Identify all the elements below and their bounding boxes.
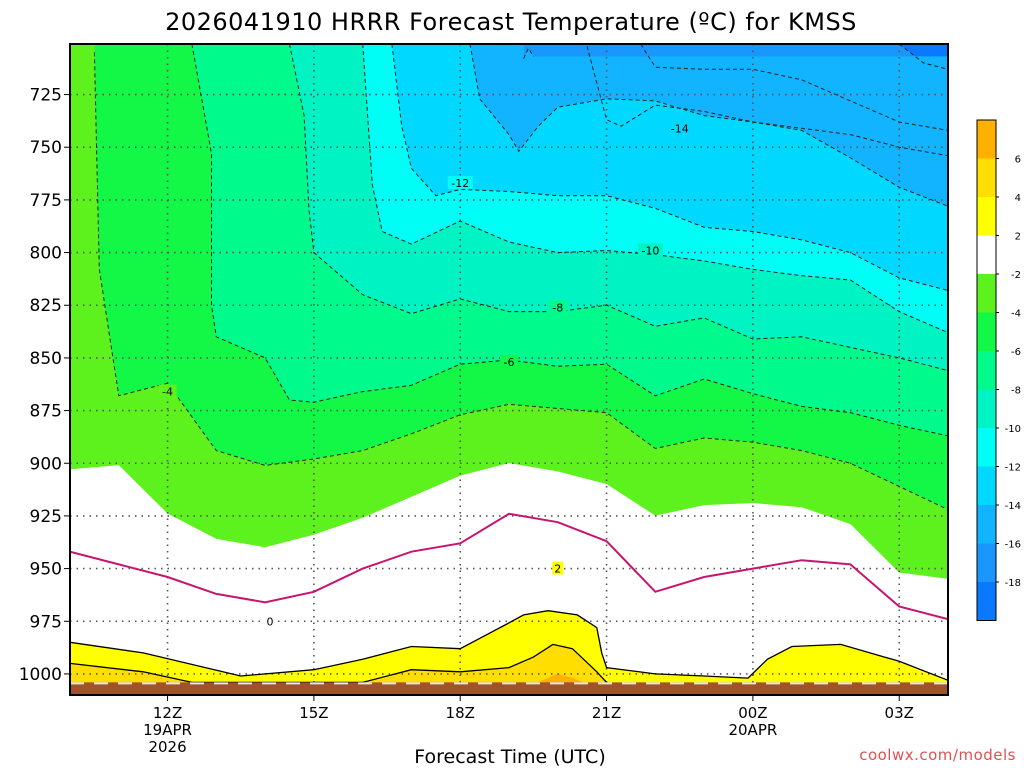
y-tick-label-775: 775 bbox=[30, 191, 62, 211]
contour-label--8: -8 bbox=[552, 301, 563, 314]
colorbar-swatch-6 bbox=[977, 120, 996, 159]
x-tick-label-12Z: 12Z bbox=[153, 704, 182, 722]
colorbar-label--10: -10 bbox=[1005, 424, 1021, 435]
y-tick-label-800: 800 bbox=[30, 244, 62, 264]
colorbar-label-4: 4 bbox=[1015, 193, 1021, 204]
colorbar-label-6: 6 bbox=[1015, 155, 1021, 166]
contour-label-bg--8 bbox=[548, 300, 567, 314]
colorbar: 6 4 2 -2 -4 -6 -8 -10 -12 -14 -16 -18 bbox=[976, 119, 1021, 621]
contour-line-2 bbox=[70, 610, 948, 681]
y-tick-label-975: 975 bbox=[30, 612, 62, 632]
contour-line--12 bbox=[391, 44, 948, 291]
colorbar-label-2: 2 bbox=[1015, 232, 1021, 243]
colorbar-swatch-2 bbox=[977, 197, 996, 236]
colorbar-swatch--18 bbox=[977, 543, 996, 582]
contour-label--4: -4 bbox=[162, 386, 173, 399]
y-tick-label-825: 825 bbox=[30, 296, 62, 316]
contour-label-bg--6 bbox=[500, 355, 518, 369]
chart-title: 2026041910 HRRR Forecast Temperature (ºC… bbox=[165, 8, 857, 36]
contour-label-bg-0 bbox=[264, 614, 276, 628]
contour-line--16 bbox=[523, 47, 534, 59]
ground-layer bbox=[70, 682, 948, 695]
contour-line--16 bbox=[640, 44, 948, 131]
colorbar-label--14: -14 bbox=[1005, 501, 1021, 512]
contour-line-4 bbox=[70, 643, 608, 684]
contour-label-bg--14 bbox=[667, 121, 693, 135]
fill-band--2 bbox=[70, 463, 948, 695]
colorbar-swatch-4 bbox=[977, 158, 996, 197]
y-tick-label-850: 850 bbox=[30, 349, 62, 369]
x-tick-label-00Z: 00Z bbox=[738, 704, 767, 722]
y-tick-label-900: 900 bbox=[30, 454, 62, 474]
colorbar-swatch--20 bbox=[977, 582, 996, 621]
contour-label-0: 0 bbox=[266, 615, 273, 628]
colorbar-swatch--6 bbox=[977, 312, 996, 351]
x-tick-date-12Z: 19APR bbox=[143, 721, 192, 739]
x-tick-date-00Z: 20APR bbox=[728, 721, 777, 739]
contour-line--10 bbox=[362, 44, 948, 334]
contour-labels: 2 0 -4 -6 -8 -10 -12 -14 bbox=[158, 121, 693, 628]
colorbar-swatch--2 bbox=[977, 235, 996, 274]
temperature-fill-layers bbox=[70, 44, 948, 695]
colorbar-swatch--16 bbox=[977, 505, 996, 544]
credit-text: coolwx.com/models bbox=[859, 746, 1016, 764]
x-tick-label-15Z: 15Z bbox=[299, 704, 328, 722]
x-tick-label-18Z: 18Z bbox=[446, 704, 475, 722]
colorbar-label--2: -2 bbox=[1011, 270, 1021, 281]
x-tick-label-03Z: 03Z bbox=[885, 704, 914, 722]
contour-line--6 bbox=[191, 44, 948, 437]
contour-label--14: -14 bbox=[671, 122, 689, 135]
colorbar-swatch--8 bbox=[977, 351, 996, 390]
y-tick-label-950: 950 bbox=[30, 560, 62, 580]
colorbar-swatch--14 bbox=[977, 466, 996, 505]
colorbar-label--12: -12 bbox=[1005, 463, 1021, 474]
y-tick-label-750: 750 bbox=[30, 138, 62, 158]
contour-label-bg--4 bbox=[158, 384, 177, 398]
contour-label-bg--12 bbox=[447, 176, 473, 190]
y-axis: 725 750 775 800 825 850 875 900 925 950 975 1000 bbox=[19, 86, 70, 685]
contour-line--14 bbox=[469, 44, 948, 207]
colorbar-swatch--10 bbox=[977, 389, 996, 428]
colorbar-frame bbox=[976, 119, 997, 621]
colorbar-swatch--12 bbox=[977, 428, 996, 467]
contour-label-2: 2 bbox=[554, 563, 561, 576]
contour-line--14 bbox=[586, 45, 948, 157]
x-tick-year-12Z: 2026 bbox=[148, 738, 186, 756]
y-tick-label-725: 725 bbox=[30, 86, 62, 106]
colorbar-label--16: -16 bbox=[1005, 540, 1021, 551]
y-tick-label-875: 875 bbox=[30, 402, 62, 422]
y-tick-label-925: 925 bbox=[30, 507, 62, 527]
y-tick-label-1000: 1000 bbox=[19, 665, 62, 685]
colorbar-label--6: -6 bbox=[1011, 347, 1021, 358]
colorbar-label--4: -4 bbox=[1011, 309, 1021, 320]
colorbar-label--18: -18 bbox=[1005, 578, 1021, 589]
plot-frame bbox=[69, 43, 949, 696]
contour-line-0 bbox=[70, 512, 948, 621]
ground-strip bbox=[70, 682, 948, 695]
x-axis-title: Forecast Time (UTC) bbox=[414, 746, 605, 768]
contour-label-bg-2 bbox=[552, 561, 564, 575]
colorbar-label--8: -8 bbox=[1011, 386, 1021, 397]
contour-label-bg--10 bbox=[637, 243, 663, 257]
contour-line--18 bbox=[898, 44, 948, 70]
contour-label--12: -12 bbox=[451, 177, 469, 190]
contour-label--6: -6 bbox=[504, 356, 515, 369]
colorbar-swatch--4 bbox=[977, 274, 996, 313]
x-tick-label-21Z: 21Z bbox=[592, 704, 621, 722]
dotted-grid bbox=[70, 44, 948, 695]
contour-label--10: -10 bbox=[641, 244, 659, 257]
